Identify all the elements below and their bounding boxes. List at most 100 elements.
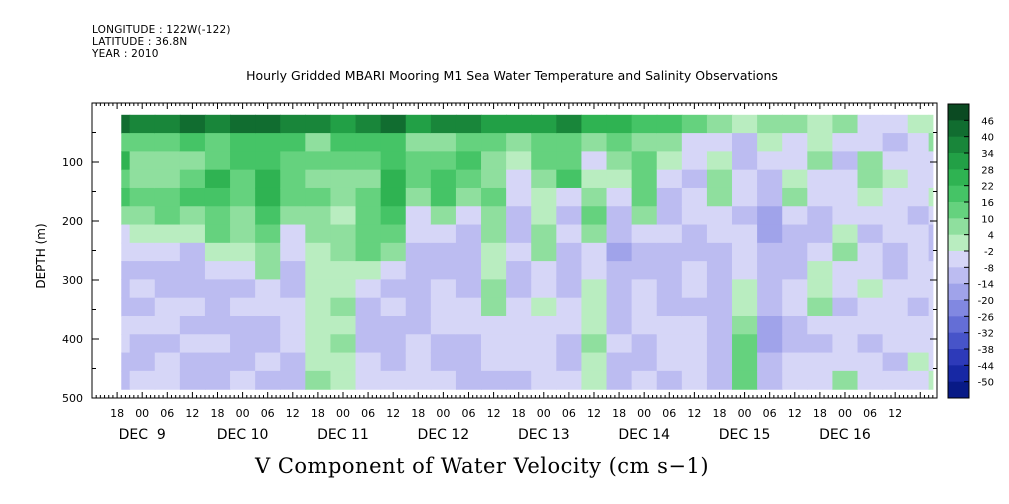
heatmap-cell [882,224,909,244]
colorbar-label: -50 [978,378,994,389]
heatmap-cell [330,297,357,317]
heatmap-cell [305,169,332,189]
heatmap-cell [606,169,633,189]
heatmap-cell [581,370,608,390]
heatmap-cell [330,187,357,207]
heatmap-cell [380,187,407,207]
heatmap-cell [631,114,658,134]
heatmap-cell [204,187,231,207]
heatmap-cell [355,242,382,262]
heatmap-cell [430,352,457,372]
heatmap-cell [656,315,683,335]
y-axis-label: DEPTH (m) [34,223,48,288]
heatmap-cell [481,370,507,390]
heatmap-cell [928,114,934,134]
heatmap-cell [430,133,457,152]
heatmap-cell [656,206,683,226]
heatmap-cell [581,206,608,226]
x-day-label: DEC 15 [719,427,771,443]
heatmap-cell [280,224,306,244]
colorbar-label: -44 [978,361,994,372]
plot-title: Hourly Gridded MBARI Mooring M1 Sea Wate… [246,68,778,83]
heatmap-cell [581,334,608,354]
heatmap-cell [907,315,930,335]
heatmap-cell [430,187,457,207]
heatmap-cell [757,297,783,317]
heatmap-cell [255,261,281,281]
heatmap-cell [380,151,407,171]
heatmap-cell [330,242,357,262]
heatmap-cell [154,114,181,134]
heatmap-cell [355,334,382,354]
heatmap-cell [405,279,432,299]
heatmap-cell [506,261,532,281]
heatmap-cell [732,279,758,299]
colorbar-label: -8 [984,263,994,274]
heatmap-cell [121,315,131,335]
heatmap-cell [531,261,557,281]
heatmap-cell [430,242,457,262]
heatmap-cell [631,261,658,281]
heatmap-cell [121,261,131,281]
heatmap-cell [706,279,733,299]
heatmap-cell [455,279,482,299]
x-tick-label: 12 [888,407,902,420]
colorbar-label: 40 [981,133,994,144]
colorbar-label: 4 [988,231,994,242]
heatmap-cell [606,261,633,281]
x-tick-label: 00 [637,407,651,420]
heatmap-cell [129,187,156,207]
colorbar-label: -2 [984,247,994,258]
heatmap-cell [280,334,306,354]
heatmap-cell [606,206,633,226]
variable-label: V Component of Water Velocity (cm s−1) [255,454,710,478]
heatmap-cell [129,242,156,262]
heatmap-cell [129,297,156,317]
heatmap-cell [656,114,683,134]
heatmap-cell [757,151,783,171]
heatmap-cell [481,315,507,335]
heatmap-cell [179,370,206,390]
x-tick-label: 06 [662,407,676,420]
heatmap-cell [606,334,633,354]
heatmap-cell [129,206,156,226]
heatmap-cell [631,169,658,189]
heatmap-cell [857,352,884,372]
heatmap-cell [606,224,633,244]
heatmap-cell [732,169,758,189]
colorbar-swatch [948,349,969,366]
x-tick-label: 18 [813,407,827,420]
y-tick-label: 300 [62,274,83,287]
colorbar-swatch [948,153,969,170]
heatmap-cell [581,151,608,171]
heatmap-cell [380,315,407,335]
heatmap-cell [330,352,357,372]
heatmap-cell [154,279,181,299]
heatmap-cell [481,169,507,189]
heatmap-cell [230,151,256,171]
heatmap-cell [179,352,206,372]
heatmap-cell [455,352,482,372]
heatmap-cell [631,151,658,171]
heatmap-cell [656,187,683,207]
heatmap-cell [857,114,884,134]
heatmap-cell [882,261,909,281]
colorbar-swatch [948,251,969,268]
heatmap-cell [204,224,231,244]
heatmap-cell [706,315,733,335]
heatmap-cell [606,242,633,262]
heatmap-cell [857,169,884,189]
heatmap-cell [907,279,930,299]
heatmap-cell [857,334,884,354]
heatmap-cell [305,261,332,281]
heatmap-cell [581,242,608,262]
heatmap-cell [857,242,884,262]
heatmap-cell [380,133,407,152]
heatmap-cell [706,169,733,189]
heatmap-cell [681,224,708,244]
x-axis: 18 00 06 12 18 00 06 12 18 00 06 12 18 00 06 12 18 00 06 12… [91,103,938,443]
heatmap-cell [355,114,382,134]
heatmap-cell [129,315,156,335]
heatmap-cell [179,114,206,134]
